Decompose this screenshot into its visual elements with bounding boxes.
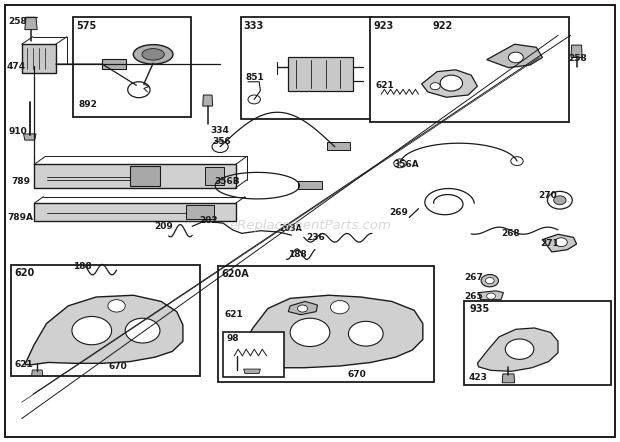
Circle shape	[212, 141, 228, 152]
Polygon shape	[477, 328, 558, 371]
Polygon shape	[25, 17, 37, 30]
Text: 892: 892	[78, 100, 97, 109]
Circle shape	[298, 305, 308, 312]
Text: 356B: 356B	[214, 177, 239, 186]
Text: 258: 258	[9, 17, 27, 26]
Text: 265: 265	[464, 292, 482, 301]
Text: 620: 620	[14, 268, 35, 278]
Polygon shape	[24, 134, 36, 140]
Text: 789: 789	[11, 177, 30, 186]
Polygon shape	[205, 167, 224, 185]
Text: 851: 851	[246, 73, 264, 82]
Polygon shape	[422, 70, 477, 97]
Text: 935: 935	[470, 304, 490, 314]
Polygon shape	[32, 370, 43, 376]
Bar	[11, 265, 200, 376]
Polygon shape	[22, 44, 56, 73]
Circle shape	[290, 318, 330, 347]
Bar	[464, 301, 611, 385]
Polygon shape	[25, 295, 183, 365]
Ellipse shape	[133, 45, 173, 64]
Text: 922: 922	[432, 21, 453, 31]
Text: 474: 474	[6, 62, 25, 71]
Polygon shape	[542, 234, 577, 252]
Circle shape	[125, 318, 160, 343]
Polygon shape	[102, 59, 126, 69]
Text: 188: 188	[288, 251, 306, 259]
Text: 621: 621	[224, 310, 243, 319]
Text: eReplacementParts.com: eReplacementParts.com	[229, 219, 391, 232]
Polygon shape	[327, 142, 350, 150]
Bar	[218, 266, 434, 382]
Bar	[223, 332, 284, 377]
Polygon shape	[571, 45, 582, 57]
Circle shape	[481, 274, 498, 287]
Bar	[241, 17, 372, 119]
Circle shape	[348, 321, 383, 346]
Polygon shape	[34, 164, 236, 188]
Polygon shape	[244, 369, 260, 373]
Circle shape	[330, 301, 349, 314]
Circle shape	[440, 75, 463, 91]
Polygon shape	[130, 166, 160, 186]
Text: 202: 202	[200, 217, 218, 225]
Bar	[73, 17, 191, 117]
Ellipse shape	[142, 49, 164, 60]
Circle shape	[108, 300, 125, 312]
Text: 271: 271	[541, 239, 559, 248]
Circle shape	[511, 156, 523, 165]
Text: 670: 670	[347, 370, 366, 379]
Circle shape	[554, 196, 566, 205]
Text: 258: 258	[569, 54, 587, 63]
Text: 620A: 620A	[221, 269, 249, 279]
Bar	[370, 17, 569, 122]
Polygon shape	[228, 295, 423, 368]
Text: 575: 575	[76, 21, 97, 31]
Circle shape	[72, 316, 112, 345]
Polygon shape	[186, 205, 214, 219]
Circle shape	[508, 52, 523, 63]
Text: 98: 98	[226, 335, 239, 343]
Polygon shape	[298, 181, 322, 189]
Circle shape	[394, 159, 406, 168]
Circle shape	[505, 339, 534, 359]
Text: 789A: 789A	[7, 213, 33, 222]
Text: 209: 209	[154, 222, 172, 231]
Polygon shape	[487, 44, 542, 68]
Circle shape	[555, 238, 567, 247]
Circle shape	[430, 83, 440, 90]
Text: 923: 923	[373, 21, 394, 31]
Text: 910: 910	[9, 127, 27, 136]
Polygon shape	[203, 95, 213, 106]
Polygon shape	[479, 291, 503, 300]
Text: 423: 423	[468, 373, 487, 382]
Text: 356: 356	[212, 137, 231, 146]
Text: 267: 267	[464, 273, 482, 282]
Text: 269: 269	[389, 208, 408, 217]
Text: 356A: 356A	[394, 160, 420, 169]
Text: 670: 670	[108, 362, 127, 371]
Polygon shape	[34, 203, 236, 221]
Circle shape	[248, 95, 260, 104]
Text: 334: 334	[211, 126, 229, 135]
Text: 621: 621	[14, 360, 33, 369]
Text: 188: 188	[73, 262, 92, 271]
Circle shape	[485, 278, 494, 284]
Text: 236: 236	[306, 233, 325, 242]
Polygon shape	[288, 301, 317, 315]
Text: 268: 268	[501, 229, 520, 238]
Polygon shape	[288, 57, 353, 91]
Text: 203A: 203A	[279, 225, 302, 233]
Text: 333: 333	[244, 21, 264, 31]
Polygon shape	[502, 374, 515, 383]
Circle shape	[547, 191, 572, 209]
Text: 621: 621	[375, 81, 394, 90]
Text: 270: 270	[538, 191, 557, 200]
Circle shape	[487, 293, 495, 299]
